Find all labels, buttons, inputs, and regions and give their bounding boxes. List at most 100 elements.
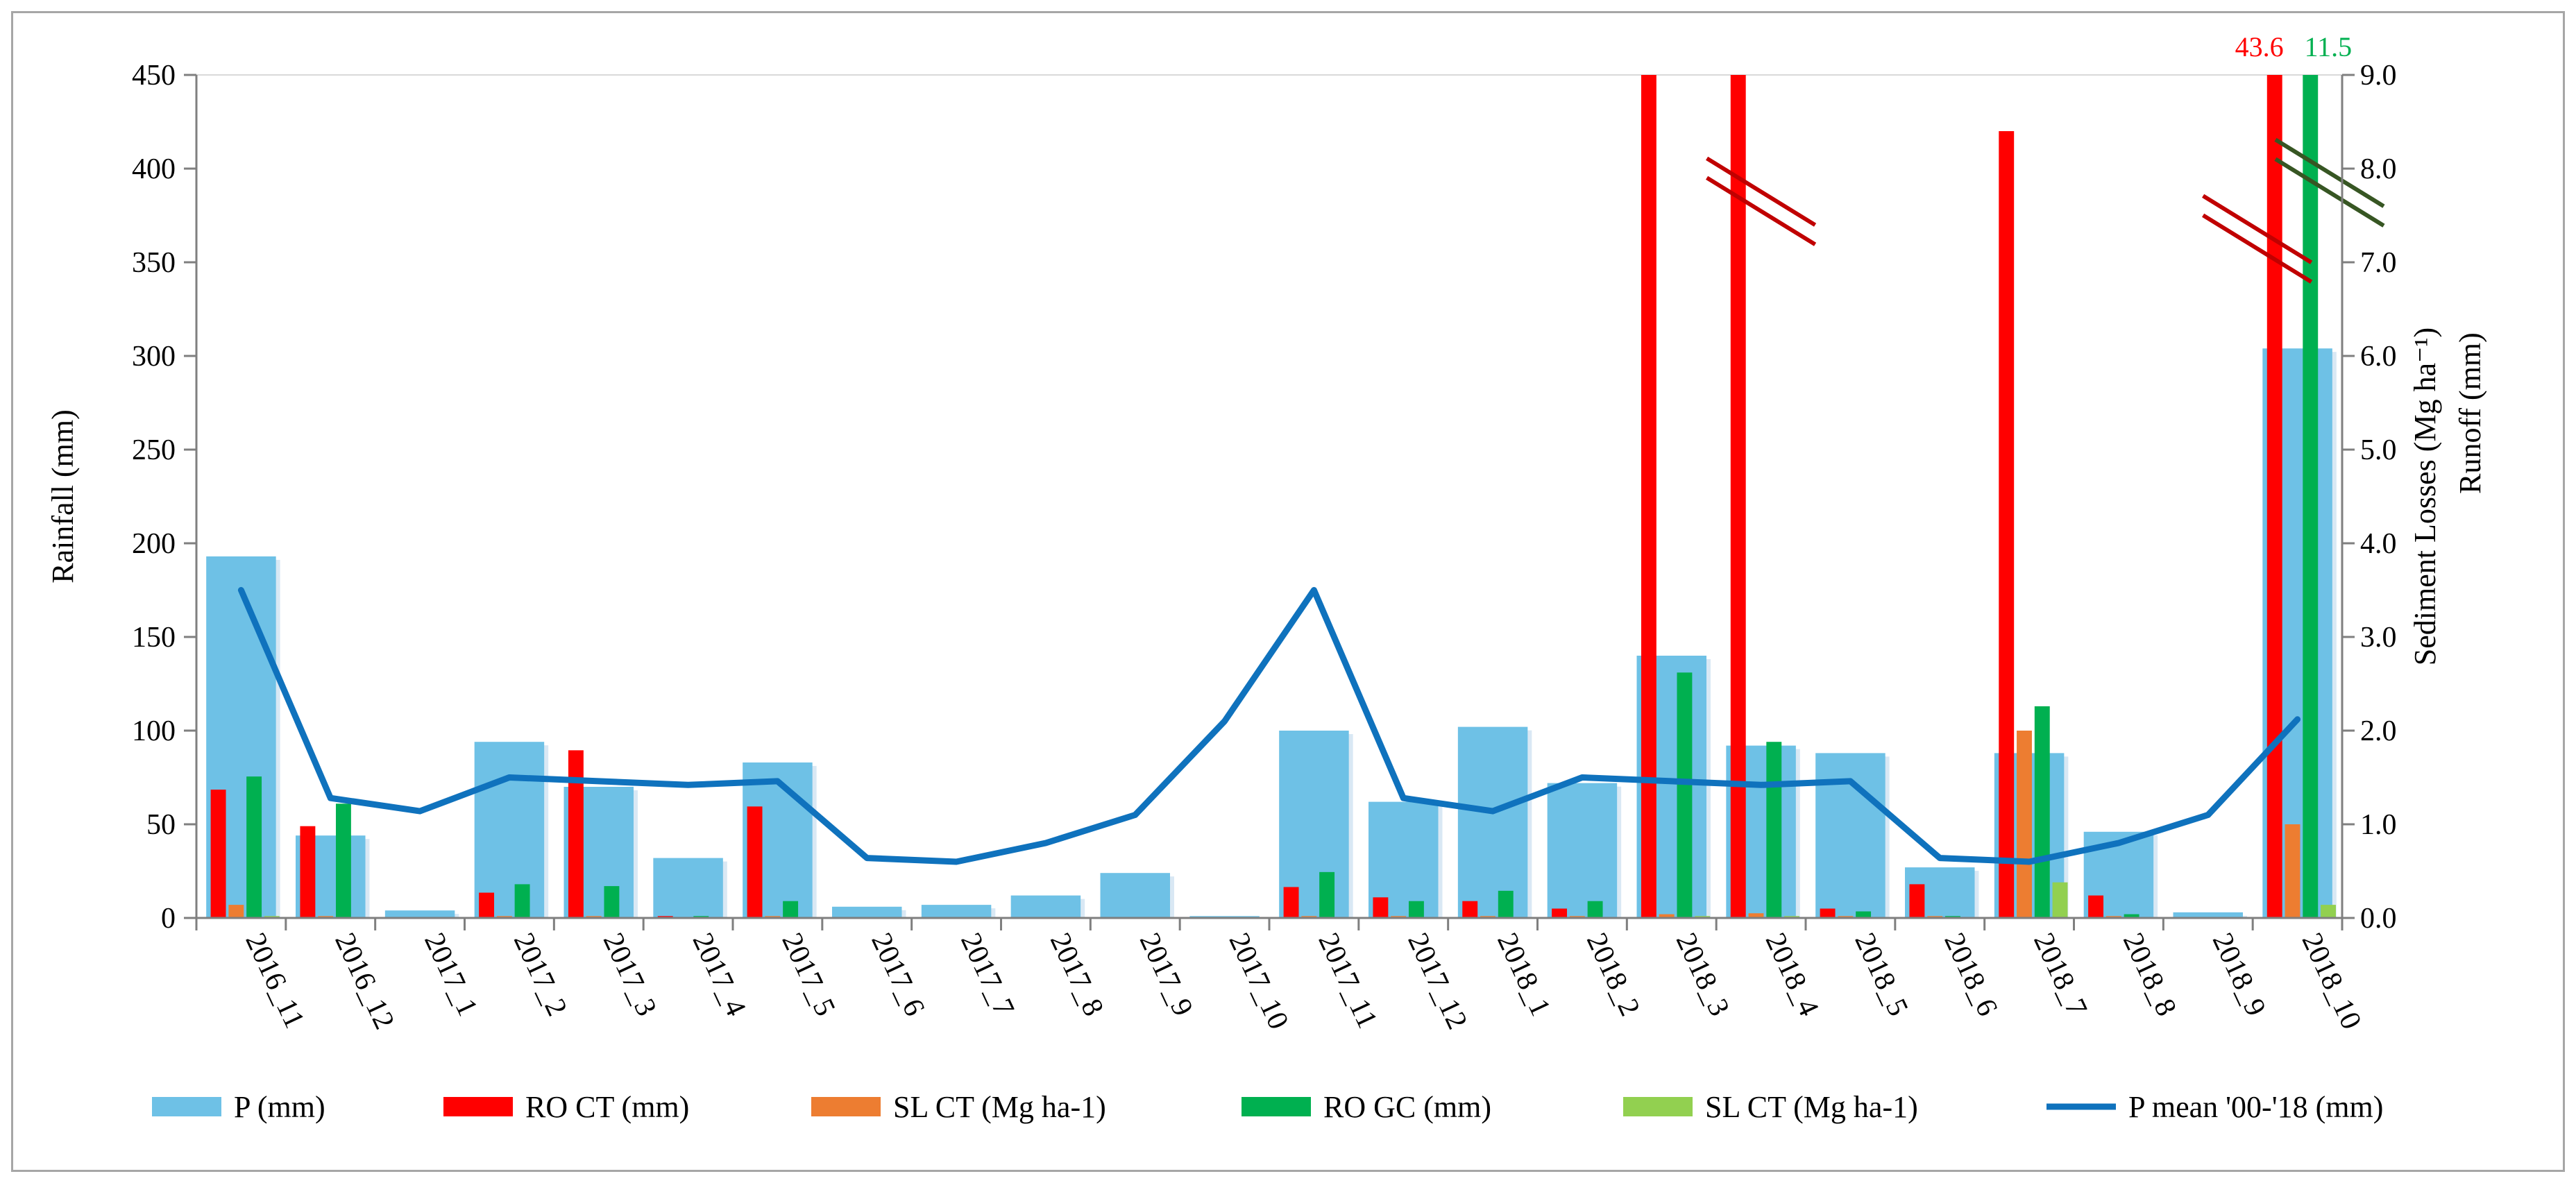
y-right-tick-label: 7.0 [2360, 247, 2397, 279]
sl-ct-bar [1748, 913, 1764, 918]
x-tick-label: 2017_12 [1401, 928, 1473, 1035]
y-right-tick-label: 0.0 [2360, 903, 2397, 935]
p-bar [474, 742, 545, 918]
x-tick-label: 2017_2 [507, 928, 573, 1021]
axis-break-mark [2202, 194, 2313, 264]
sl-ct2-bar [2321, 905, 2336, 918]
x-tick-label: 2017_1 [418, 928, 484, 1021]
ro-ct-bar [1999, 131, 2015, 918]
x-tick-label: 2018_1 [1491, 928, 1557, 1021]
ro-gc-bar [1319, 871, 1335, 918]
y-left-tick-label: 250 [132, 434, 176, 466]
x-tick-label: 2018_10 [2296, 928, 2368, 1035]
sl-ct2-bar [2052, 882, 2068, 918]
p-bar [1010, 895, 1081, 918]
y-left-tick-label: 350 [132, 247, 176, 279]
x-tick-label: 2018_5 [1848, 928, 1914, 1021]
x-tick-label: 2018_6 [1938, 928, 2003, 1021]
ro-ct-bar [2266, 75, 2282, 918]
legend-label: RO CT (mm) [525, 1090, 689, 1124]
p-bar [1279, 731, 1349, 918]
annotation-ro-ct: 43.6 [2235, 31, 2284, 62]
y-right-tick-label: 3.0 [2360, 622, 2397, 654]
sl-ct-bar [2017, 731, 2032, 918]
legend-swatch [1242, 1097, 1311, 1116]
y-right-tick-label: 6.0 [2360, 341, 2397, 373]
ro-ct-bar [1373, 897, 1389, 918]
p-bar [2173, 912, 2243, 918]
y-left-tick-label: 50 [146, 809, 176, 841]
legend-swatch [443, 1097, 513, 1116]
ro-gc-bar [2034, 706, 2050, 918]
y-left-tick-label: 200 [132, 528, 176, 560]
ro-ct-bar [479, 892, 495, 918]
legend-swatch [152, 1097, 221, 1116]
legend-label: P (mm) [234, 1090, 325, 1124]
ro-ct-bar [210, 790, 226, 918]
y-left-tick-label: 400 [132, 153, 176, 185]
y-left-tick-label: 150 [132, 622, 176, 654]
chart-frame: 0 50 100 150 200 250 300 350 400 450 0.0 1.0 2.0 3.0 4… [11, 11, 2565, 1172]
legend-label: P mean '00-'18 (mm) [2128, 1090, 2383, 1124]
ro-ct-bar [1462, 901, 1478, 918]
y-right-tick-label: 4.0 [2360, 528, 2397, 560]
legend-label: RO GC (mm) [1323, 1090, 1491, 1124]
x-tick-label: 2018_8 [2117, 928, 2183, 1021]
y-right-title-line2: Runoff (mm) [2453, 332, 2487, 494]
y-left-tick-label: 450 [132, 60, 176, 92]
y-left-tick-label: 100 [132, 715, 176, 747]
ro-gc-bar [1587, 901, 1603, 918]
ro-ct-bar [300, 826, 316, 918]
ro-ct-bar [1552, 908, 1568, 918]
x-tick-label: 2017_3 [597, 928, 663, 1021]
x-tick-label: 2017_5 [775, 928, 841, 1021]
ro-gc-bar [514, 884, 530, 918]
x-tick-label: 2017_7 [954, 928, 1020, 1021]
p-bar [384, 910, 455, 918]
axis-break-mark [1706, 156, 1817, 227]
ro-gc-bar [1766, 742, 1782, 918]
x-tick-label: 2018_2 [1580, 928, 1646, 1021]
x-tick-label: 2018_9 [2206, 928, 2272, 1021]
chart-svg: 0 50 100 150 200 250 300 350 400 450 0.0 1.0 2.0 3.0 4… [46, 31, 2487, 1124]
legend: P (mm) RO CT (mm) SL CT (Mg ha-1) RO GC (mm… [152, 1090, 2383, 1124]
p-bar [1815, 753, 1886, 918]
x-tick-label: 2016_12 [328, 928, 400, 1035]
y-right-title-line1: Sediment Losses (Mg ha⁻¹) [2408, 327, 2442, 665]
p-bar [1457, 726, 1528, 918]
x-tick-label: 2018_4 [1759, 928, 1825, 1021]
legend-swatch [1623, 1097, 1693, 1116]
y-left-tick-label: 300 [132, 341, 176, 373]
ro-ct-bar [747, 806, 763, 918]
x-tick-label: 2018_7 [2027, 928, 2093, 1021]
x-tick-label: 2017_9 [1133, 928, 1199, 1021]
ro-gc-bar [335, 803, 351, 918]
y-left-tick-label: 0 [161, 903, 176, 935]
ro-gc-bar [1408, 901, 1424, 918]
axis-break-mark [2202, 213, 2313, 284]
p-bar [921, 905, 992, 918]
y-right-tick-label: 9.0 [2360, 60, 2397, 92]
x-tick-label: 2017_4 [686, 928, 752, 1021]
x-tick-label: 2017_10 [1223, 928, 1295, 1035]
ro-ct-bar [2088, 895, 2104, 918]
y-right-tick-label: 5.0 [2360, 434, 2397, 466]
y-left-title: Rainfall (mm) [46, 409, 80, 584]
axis-break-mark [2274, 157, 2385, 228]
y-right-tick-label: 1.0 [2360, 809, 2397, 841]
legend-swatch [811, 1097, 881, 1116]
sl-ct-bar [2285, 824, 2300, 918]
ro-gc-bar [1856, 911, 1872, 918]
p-bar [832, 906, 902, 918]
p-bar [1100, 873, 1170, 918]
ro-ct-bar [1909, 884, 1925, 918]
ro-gc-bar [783, 901, 799, 918]
ro-gc-bar [1498, 890, 1514, 918]
axis-break-mark [2274, 137, 2385, 208]
legend-label: SL CT (Mg ha-1) [893, 1090, 1106, 1124]
ro-gc-bar [1677, 672, 1693, 918]
p-mean-line [237, 587, 2301, 865]
y-right-tick-label: 2.0 [2360, 715, 2397, 747]
ro-ct-bar [1641, 75, 1656, 918]
x-tick-label: 2017_8 [1044, 928, 1110, 1021]
